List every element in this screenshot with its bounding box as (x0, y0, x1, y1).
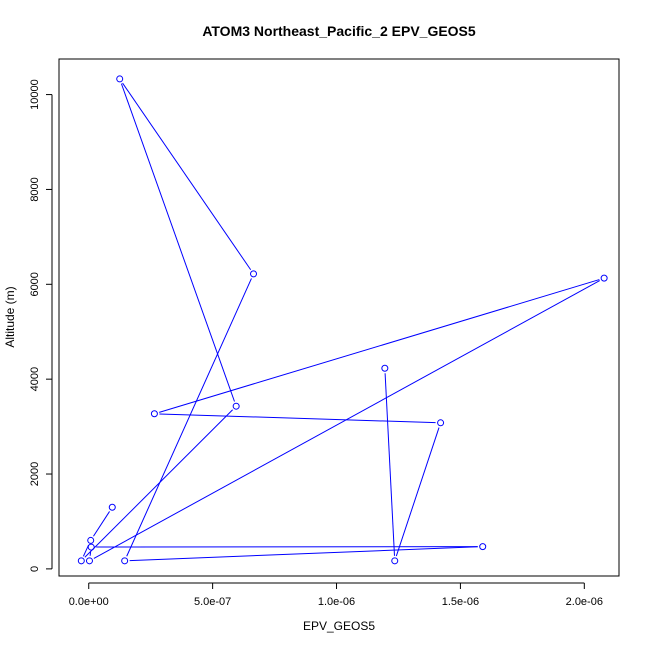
data-point (122, 558, 128, 564)
x-tick-label: 5.0e-07 (194, 596, 231, 608)
data-point (382, 365, 388, 371)
series-line-segment (396, 428, 439, 557)
plot-area-frame (59, 59, 619, 576)
x-tick-label: 0.0e+00 (69, 596, 109, 608)
x-axis: 0.0e+00 5.0e-07 1.0e-06 1.5e-06 2.0e-06 (69, 583, 603, 608)
series-line-segment (159, 414, 435, 423)
data-point (392, 558, 398, 564)
data-point (88, 544, 94, 550)
y-axis-label: Altitude (m) (3, 286, 17, 347)
series-line-segment (127, 278, 252, 556)
y-tick-label: 10000 (29, 79, 41, 110)
data-point (480, 544, 486, 550)
data-point (151, 411, 157, 417)
x-tick-label: 1.5e-06 (442, 596, 479, 608)
series-line-segment (159, 280, 599, 413)
chart-title: ATOM3 Northeast_Pacific_2 EPV_GEOS5 (202, 23, 476, 39)
series-line-segment (123, 83, 251, 270)
y-tick-label: 6000 (29, 272, 41, 296)
series-line-segment (130, 547, 478, 561)
y-tick-label: 4000 (29, 367, 41, 391)
data-point (78, 558, 84, 564)
y-tick-label: 8000 (29, 177, 41, 201)
y-axis: 0 2000 4000 6000 8000 10000 (29, 79, 52, 572)
series-line-segment (385, 373, 394, 556)
data-point (251, 271, 257, 277)
data-point (109, 504, 115, 510)
data-point (601, 275, 607, 281)
x-tick-label: 1.0e-06 (318, 596, 355, 608)
data-point (438, 420, 444, 426)
data-point (88, 537, 94, 543)
y-tick-label: 0 (29, 566, 41, 572)
data-point (117, 76, 123, 82)
x-axis-label: EPV_GEOS5 (303, 619, 375, 633)
series-line-segment (93, 511, 109, 536)
data-point (86, 558, 92, 564)
series-line-segment (85, 410, 233, 558)
series-group (78, 76, 607, 564)
data-point (233, 403, 239, 409)
y-tick-label: 2000 (29, 462, 41, 486)
x-tick-label: 2.0e-06 (566, 596, 603, 608)
